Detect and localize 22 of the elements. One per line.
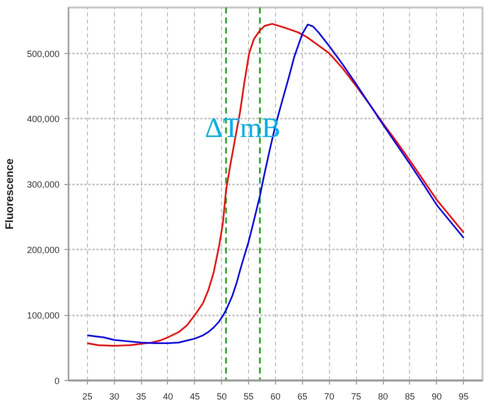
x-tick-label: 50 <box>216 392 227 402</box>
x-tick-label: 80 <box>378 392 388 402</box>
y-tick-label: 200,000 <box>26 245 60 256</box>
x-tick-label: 65 <box>297 392 308 402</box>
x-tick-label: 75 <box>351 392 362 402</box>
x-tick-label: 85 <box>404 392 415 402</box>
y-tick-label: 400,000 <box>26 114 60 124</box>
x-tick-label: 70 <box>324 392 334 402</box>
x-tick-label: 25 <box>82 392 92 402</box>
x-tick-label: 95 <box>458 392 469 402</box>
y-tick-label: 300,000 <box>26 180 60 190</box>
x-tick-label: 30 <box>109 392 120 402</box>
x-tick-label: 90 <box>432 392 442 402</box>
x-tick-label: 45 <box>190 392 200 402</box>
y-tick-label: 500,000 <box>26 48 60 59</box>
x-tick-label: 55 <box>244 392 254 402</box>
y-tick-label: 100,000 <box>26 310 60 321</box>
x-tick-label: 60 <box>270 392 281 402</box>
x-tick-label: 40 <box>162 392 173 402</box>
y-axis-title: Fluorescence <box>4 158 16 230</box>
x-tick-label: 35 <box>136 392 146 402</box>
y-tick-label: 0 <box>54 376 60 386</box>
